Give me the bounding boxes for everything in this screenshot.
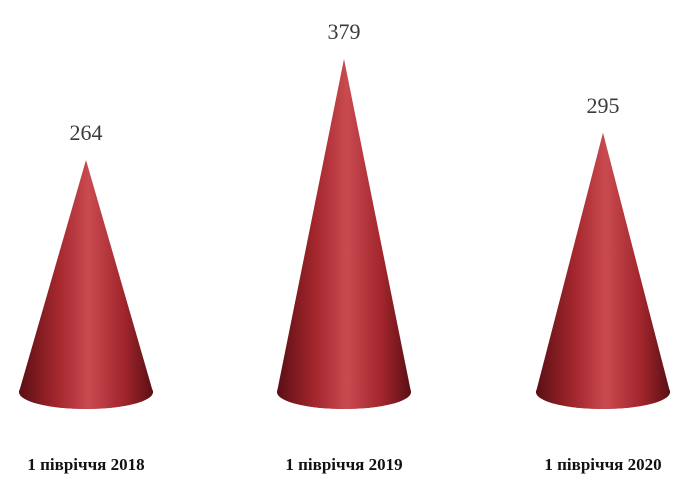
labels-layer: 264 1 півріччя 2018 379 1 півріччя 2019 295 1…: [27, 19, 661, 474]
cone-bar: [277, 59, 411, 409]
cone-body: [277, 59, 411, 409]
cone-bar: [536, 132, 670, 409]
data-label: 264: [70, 120, 103, 145]
category-label: 1 півріччя 2018: [27, 455, 144, 474]
cones-layer: [19, 59, 670, 409]
cone-body: [19, 160, 153, 409]
category-label: 1 півріччя 2020: [544, 455, 661, 474]
category-label: 1 півріччя 2019: [285, 455, 402, 474]
cone-bar: [19, 160, 153, 409]
data-label: 295: [587, 93, 620, 118]
data-label: 379: [328, 19, 361, 44]
cone-body: [536, 132, 670, 409]
